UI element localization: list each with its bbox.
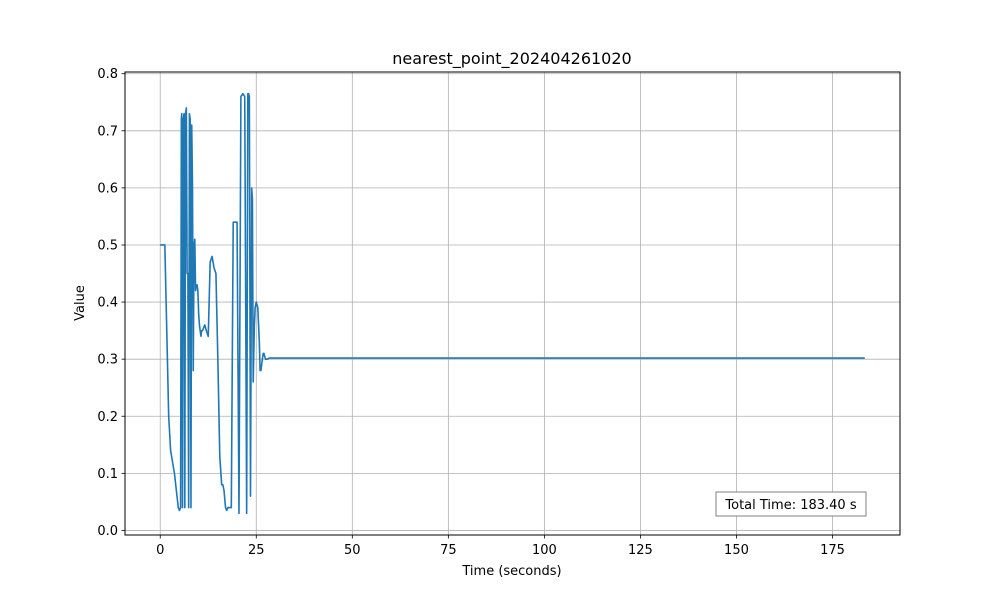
y-tick-label: 0.7	[97, 124, 118, 139]
x-tick-label: 125	[628, 543, 653, 558]
x-tick-label: 175	[820, 543, 845, 558]
y-tick-label: 0.2	[97, 410, 118, 425]
x-tick-label: 0	[156, 543, 164, 558]
y-tick-label: 0.0	[97, 524, 118, 539]
total-time-annotation: Total Time: 183.40 s	[715, 491, 867, 517]
x-tick-label: 50	[344, 543, 361, 558]
grid-layer	[125, 72, 900, 535]
axes-frame	[124, 71, 901, 536]
annotation-box-border	[715, 491, 867, 517]
y-tick-label: 0.4	[97, 296, 118, 311]
y-axis-label: Value	[73, 285, 88, 321]
annotation-text: Total Time: 183.40 s	[724, 498, 856, 513]
x-tick-label: 100	[532, 543, 557, 558]
series-layer	[160, 92, 865, 515]
y-tick-label: 0.1	[97, 467, 118, 482]
y-tick-label: 0.5	[97, 238, 118, 253]
y-tick-label: 0.3	[97, 353, 118, 368]
x-tick-label: 75	[440, 543, 457, 558]
y-tick-label: 0.8	[97, 67, 118, 82]
y-tick-label: 0.6	[97, 181, 118, 196]
series-line	[160, 92, 865, 515]
x-tick-label: 25	[248, 543, 265, 558]
ticks-layer: 0 25 50 75 100 125 150 175 0.0 0.1 0.2 0.3 0.4 0.5 0.6…	[97, 67, 845, 558]
x-tick-label: 150	[724, 543, 749, 558]
chart-title: nearest_point_202404261020	[392, 49, 631, 69]
x-axis-label: Time (seconds)	[461, 564, 561, 579]
